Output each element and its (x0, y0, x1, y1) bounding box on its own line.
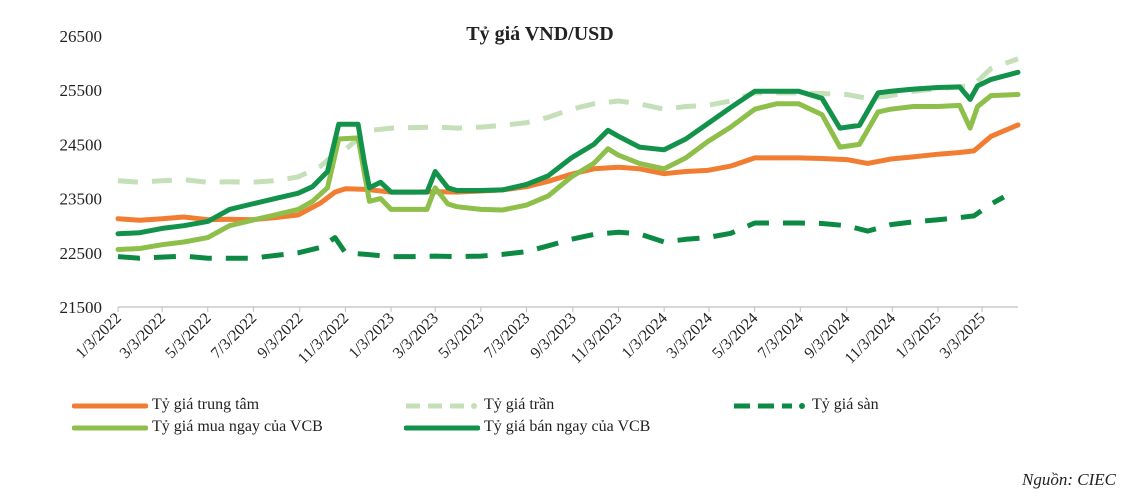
y-axis: 21500 22500 23500 24500 25500 26500 (60, 27, 103, 317)
x-tick-label: 7/3/2024 (755, 310, 807, 362)
x-tick-label: 11/3/2023 (568, 310, 625, 367)
series-line-vcb-sell (115, 69, 1021, 237)
x-tick-label: 3/3/2022 (117, 310, 169, 362)
x-tick-label: 3/3/2023 (390, 310, 442, 362)
y-tick-label: 21500 (60, 298, 103, 317)
series-line-vcb-buy (115, 92, 1021, 252)
legend-swatch-floor-rate (734, 403, 805, 409)
x-tick-label: 1/3/2022 (73, 310, 125, 362)
legend-label-central-rate: Tỷ giá trung tâm (152, 396, 260, 413)
y-tick-label: 24500 (60, 135, 103, 154)
x-tick-label: 1/3/2023 (346, 310, 398, 362)
y-tick-label: 23500 (60, 190, 103, 209)
x-tick-label: 11/3/2024 (842, 310, 899, 367)
series-line-floor-rate (117, 194, 1006, 261)
legend-label-vcb-buy: Tỷ giá mua ngay của VCB (152, 418, 323, 435)
legend-swatch-vcb-buy (72, 425, 148, 431)
legend-swatch-ceiling-rate (406, 403, 477, 409)
chart-title: Tỷ giá VND/USD (466, 23, 613, 45)
x-tick-label: 1/3/2025 (893, 310, 945, 362)
x-axis: 1/3/20223/3/20225/3/20227/3/20229/3/2022… (73, 306, 1018, 367)
y-tick-label: 22500 (60, 244, 103, 263)
series-group (115, 56, 1021, 261)
y-tick-label: 26500 (60, 27, 103, 46)
series-line-ceiling-rate (117, 56, 1019, 185)
x-tick-label: 5/3/2023 (435, 310, 487, 362)
x-tick-label: 7/3/2022 (208, 310, 260, 362)
legend-label-vcb-sell: Tỷ giá bán ngay của VCB (484, 418, 651, 435)
x-tick-label: 5/3/2022 (162, 310, 214, 362)
x-tick-label: 3/3/2025 (937, 310, 989, 362)
y-tick-label: 25500 (60, 81, 103, 100)
x-tick-label: 3/3/2024 (664, 310, 716, 362)
legend-swatch-central-rate (72, 403, 148, 409)
x-tick-label: 5/3/2024 (709, 310, 761, 362)
legend-label-floor-rate: Tỷ giá sàn (812, 396, 879, 413)
legend-label-ceiling-rate: Tỷ giá trần (484, 396, 555, 413)
x-tick-label: 1/3/2024 (619, 310, 671, 362)
x-tick-label: 7/3/2023 (481, 310, 533, 362)
x-tick-label: 11/3/2022 (295, 310, 352, 367)
legend-swatch-vcb-sell (404, 425, 480, 431)
source-note: Nguồn: CIEC (1022, 470, 1116, 489)
